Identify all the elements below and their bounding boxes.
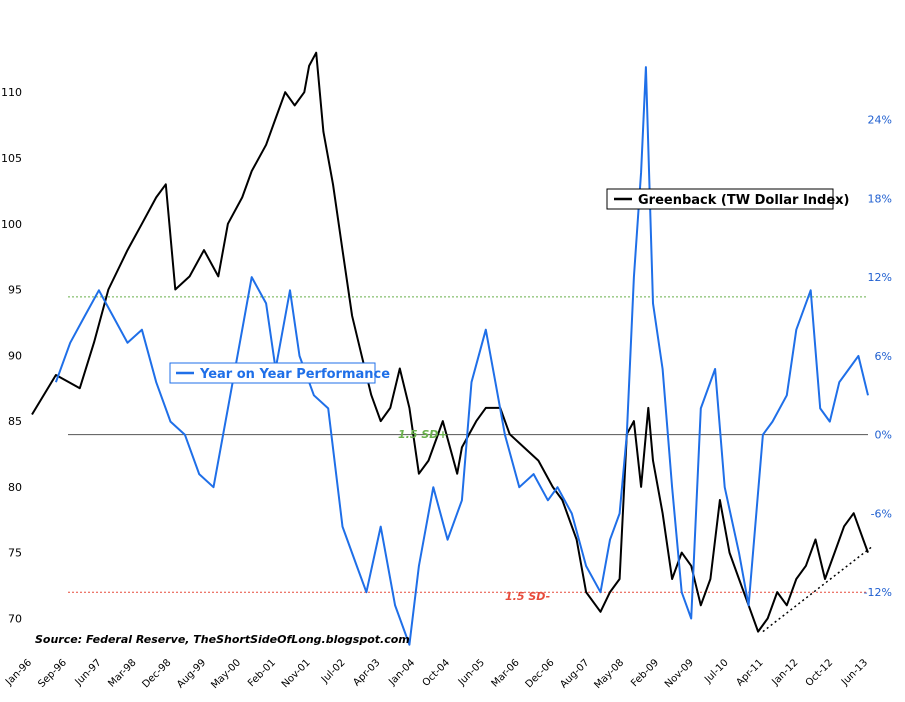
x-tick-label: Apr-03 [351,657,382,688]
right-tick-label: -12% [864,586,892,599]
series-lines [31,51,874,646]
x-tick-label: Mar-98 [106,657,138,689]
left-axis-ticks: 70 75 80 85 90 95 100 105 110 [1,86,22,625]
legend-primary: Greenback (TW Dollar Index) [606,188,850,210]
series-line-1 [54,66,869,646]
x-tick-label: May-00 [209,657,243,691]
x-tick-label: Feb-01 [246,657,278,689]
legend-primary-box [606,188,834,210]
x-tick-label: Nov-01 [280,657,313,690]
left-tick-label: 85 [8,415,22,428]
x-tick-label: Mar-06 [490,657,522,689]
x-tick-label: Feb-09 [629,657,661,689]
x-tick-label: Jan-04 [386,657,417,688]
x-tick-label: Jul-10 [702,657,731,686]
left-tick-label: 110 [1,86,22,99]
right-tick-label: -6% [871,507,892,520]
legend-secondary: Year on Year Performance [169,362,390,384]
sd-minus-label: 1.5 SD- [505,590,550,603]
left-tick-label: 80 [8,481,22,494]
right-tick-label: 24% [868,114,892,127]
right-tick-label: 18% [868,192,892,205]
x-tick-label: Jun-97 [73,657,104,688]
trendline [762,545,874,633]
x-tick-label: Jan-12 [770,657,801,688]
left-tick-label: 75 [8,547,22,560]
x-tick-label: Sep-96 [36,657,69,690]
right-tick-label: 6% [875,350,892,363]
x-tick-label: Oct-04 [421,657,453,689]
legend-secondary-label: Year on Year Performance [199,367,390,382]
x-tick-label: Oct-12 [804,657,836,689]
x-tick-label: May-08 [592,657,626,691]
source-note: Source: Federal Reserve, TheShortSideOfL… [35,633,410,646]
legend-primary-label: Greenback (TW Dollar Index) [638,193,850,208]
left-tick-label: 105 [1,152,22,165]
x-tick-label: Jan-96 [3,657,34,688]
x-tick-label: Dec-98 [140,657,173,690]
x-tick-label: Aug-99 [175,657,208,690]
x-tick-label: Aug-07 [558,657,591,690]
right-axis-ticks: 24% 18% 12% 6% 0% -6% -12% [864,114,892,600]
legend-secondary-box [169,362,376,384]
x-axis-ticks: Jan-96 Sep-96 Jun-97 Mar-98 Dec-98 Aug-99 May-… [3,657,870,691]
sd-plus-label: 1.5 SD+ [398,428,448,441]
x-tick-label: Nov-09 [663,657,696,690]
left-tick-label: 90 [8,349,22,362]
x-tick-label: Jun-13 [839,657,870,688]
series-line-0 [31,51,869,633]
right-tick-label: 0% [875,429,892,442]
right-tick-label: 12% [868,271,892,284]
left-tick-label: 95 [8,284,22,297]
x-tick-label: Apr-11 [735,657,766,688]
left-tick-label: 100 [1,218,22,231]
x-tick-label: Dec-06 [524,657,557,690]
x-tick-label: Jul-02 [319,657,348,686]
reference-lines [68,296,868,593]
left-tick-label: 70 [8,612,22,625]
x-tick-label: Jun-05 [456,657,487,688]
